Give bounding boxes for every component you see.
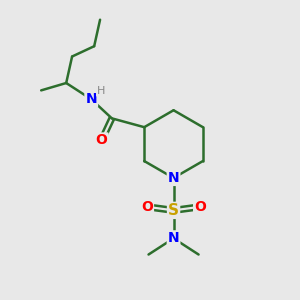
Text: N: N <box>168 231 179 245</box>
Text: O: O <box>96 134 107 147</box>
Text: N: N <box>85 92 97 106</box>
Text: S: S <box>168 203 179 218</box>
Text: N: N <box>168 171 179 185</box>
Text: O: O <box>194 200 206 214</box>
Text: O: O <box>141 200 153 214</box>
Text: H: H <box>97 86 105 96</box>
